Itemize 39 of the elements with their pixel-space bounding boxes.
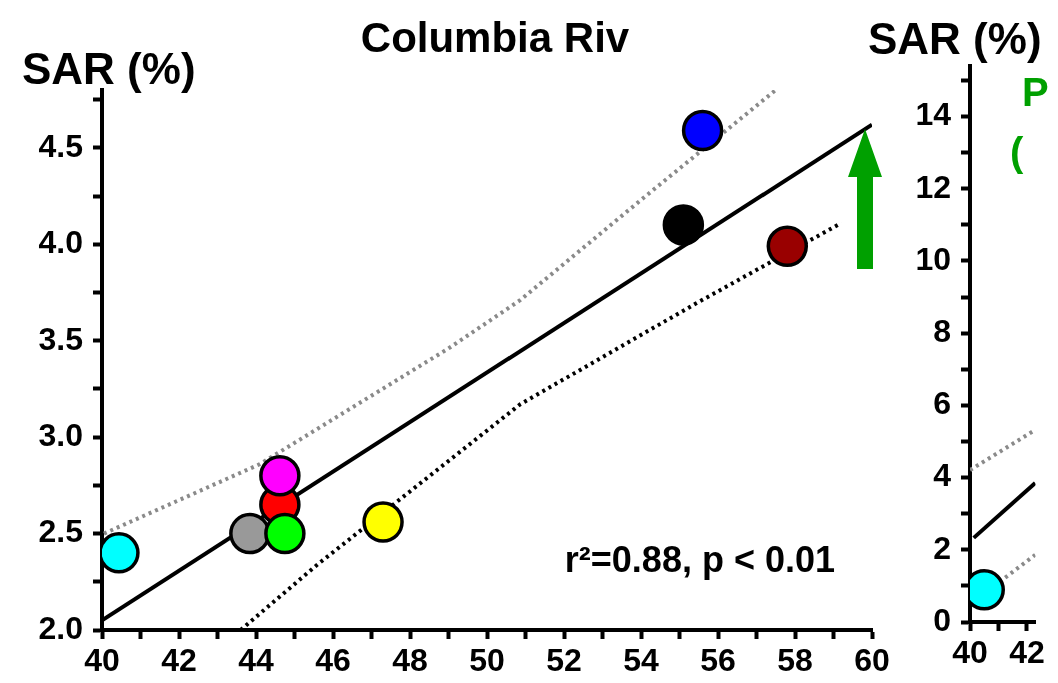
y-tick-label: 4 [933, 457, 952, 494]
point [362, 501, 404, 543]
y-tick-label: 10 [915, 240, 951, 277]
x-tick-label: 50 [469, 642, 505, 679]
x-tick-label: 44 [238, 642, 274, 679]
annotation: P [1022, 70, 1049, 115]
x-tick-label: 46 [315, 642, 351, 679]
y-tick-label: 8 [933, 313, 951, 349]
y-tick-label: 12 [915, 168, 951, 205]
y-tick-label: 3.0 [38, 416, 83, 453]
y-tick-label: 0 [933, 601, 951, 638]
x-tick-label: 40 [84, 642, 120, 679]
x-tick-label: 40 [952, 634, 988, 671]
x-tick-label: 42 [1009, 634, 1045, 671]
y-tick-label: 3.5 [38, 320, 83, 357]
point [259, 454, 301, 497]
x-tick-label: 42 [161, 642, 197, 679]
y-tick-label: 2 [933, 529, 951, 566]
annotation: ( [1010, 130, 1024, 175]
y-axis-title: SAR (%) [868, 14, 1042, 64]
x-tick-label: 56 [700, 642, 736, 679]
y-tick-label: 4.0 [38, 224, 83, 261]
point [264, 512, 306, 555]
annotation: r²=0.88, p < 0.01 [564, 538, 835, 580]
y-tick-label: 4.5 [38, 127, 83, 164]
x-tick-label: 52 [546, 642, 582, 679]
point [662, 204, 705, 246]
point [766, 225, 809, 267]
x-tick-label: 58 [777, 642, 813, 679]
y-tick-label: 6 [933, 385, 951, 422]
y-tick-label: 2.0 [38, 609, 83, 646]
x-tick-label: 60 [854, 642, 890, 679]
y-tick-label: 2.5 [38, 513, 83, 550]
y-tick-label: 14 [915, 96, 952, 133]
chart-title: Columbia Riv [360, 13, 630, 61]
y-axis-title: SAR (%) [22, 44, 196, 94]
x-tick-label: 54 [623, 642, 659, 679]
x-tick-label: 48 [392, 642, 428, 679]
point [681, 109, 724, 152]
